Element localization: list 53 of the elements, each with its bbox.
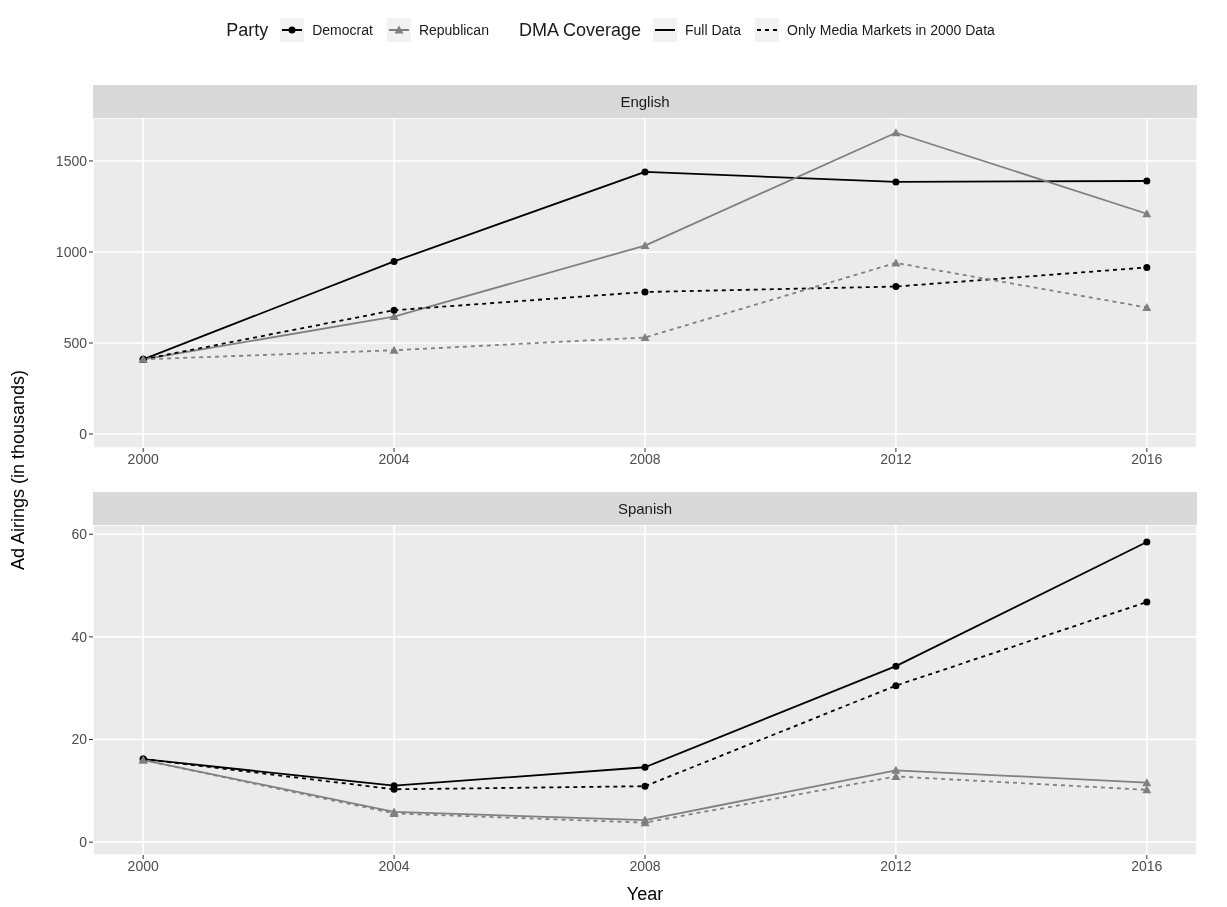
chart-title: Spanish: [93, 492, 1197, 525]
point: [640, 333, 650, 342]
point: [891, 258, 901, 267]
point: [641, 288, 649, 296]
point: [640, 241, 650, 250]
legend-title: Party: [226, 19, 269, 41]
point: [641, 782, 649, 790]
point: [1143, 598, 1151, 606]
point: [892, 662, 900, 670]
point: [389, 312, 399, 321]
point: [390, 257, 398, 265]
x-axis-title: Year: [625, 884, 665, 904]
y-tick-label: 1500: [55, 152, 88, 169]
x-tick-label: 2000: [127, 857, 159, 874]
y-tick-label: 0: [79, 425, 88, 442]
x-tick-label: 2012: [880, 450, 912, 467]
point: [892, 178, 900, 186]
x-tick-label: 2008: [629, 857, 661, 874]
y-tick-label: 40: [71, 628, 88, 645]
point: [1143, 263, 1151, 271]
x-tick-label: 2016: [1131, 857, 1163, 874]
chart-title: English: [93, 85, 1197, 118]
point: [641, 168, 649, 176]
y-axis-title: Ad Airings (in thousands): [7, 369, 29, 571]
point: [1142, 209, 1152, 218]
y-tick-label: 1000: [55, 243, 88, 260]
legend-label: Democrat: [312, 22, 373, 38]
point: [891, 765, 901, 774]
point: [389, 345, 399, 354]
y-tick-label: 20: [71, 731, 88, 748]
point: [1143, 177, 1151, 185]
y-tick-label: 60: [71, 526, 88, 543]
x-tick-label: 2000: [127, 450, 159, 467]
text: Only Media Markets in 2000 Data: [787, 22, 995, 38]
x-tick-label: 2008: [629, 450, 661, 467]
point: [1142, 778, 1152, 787]
point: [1142, 302, 1152, 311]
text: DMA Coverage: [518, 19, 642, 41]
x-tick-label: 2012: [880, 857, 912, 874]
point: [390, 306, 398, 314]
point: [891, 128, 901, 137]
x-tick-label: 2016: [1131, 450, 1163, 467]
text: Full Data: [685, 22, 742, 38]
point: [892, 283, 900, 291]
point: [892, 682, 900, 690]
point: [1143, 538, 1151, 546]
y-tick-label: 0: [79, 834, 88, 851]
y-tick-label: 500: [63, 334, 88, 351]
legend-label: Republican: [418, 22, 489, 38]
x-tick-label: 2004: [378, 450, 410, 467]
point: [1142, 785, 1152, 794]
point: [641, 763, 649, 771]
x-tick-label: 2004: [378, 857, 410, 874]
